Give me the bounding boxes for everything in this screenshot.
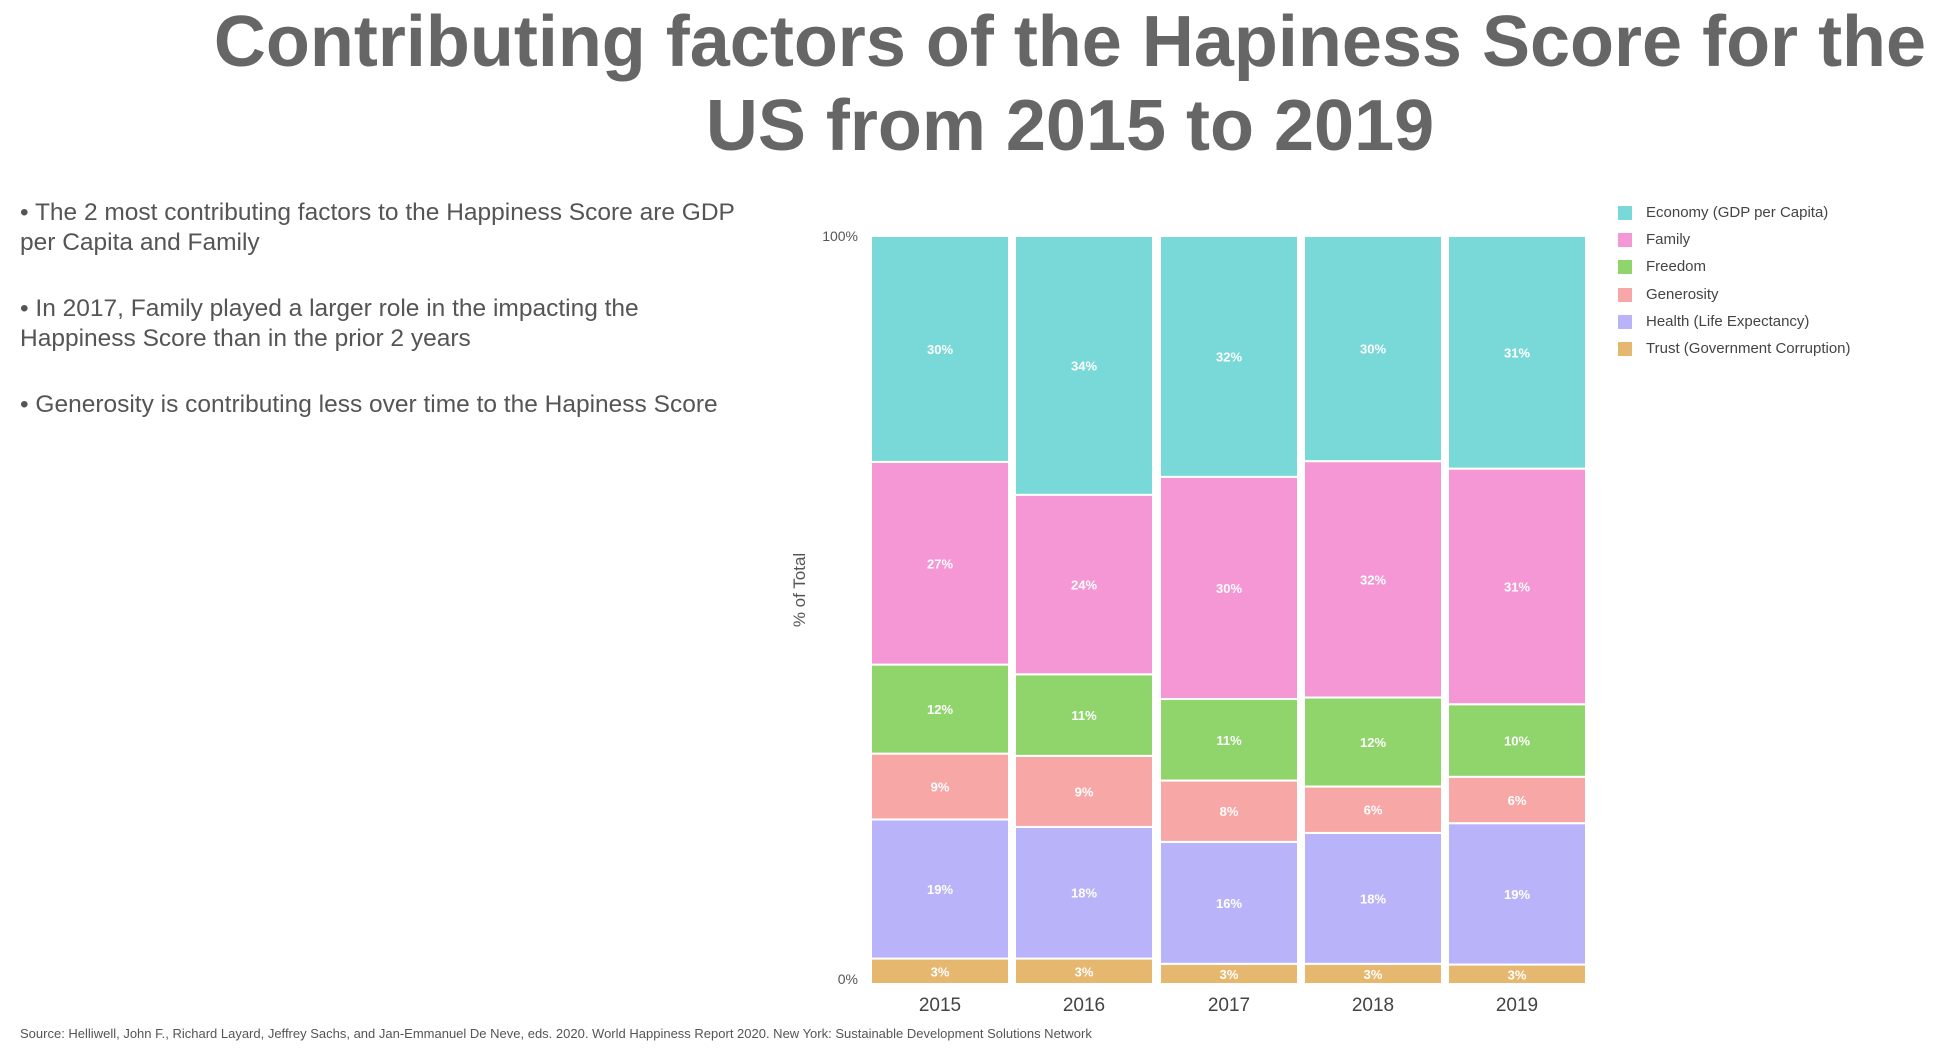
data-label: 18% — [1360, 891, 1386, 906]
legend-swatch — [1618, 287, 1632, 302]
data-label: 12% — [927, 702, 953, 717]
data-label: 32% — [1216, 349, 1242, 364]
data-label: 32% — [1360, 572, 1386, 587]
bar-segment — [1303, 235, 1443, 463]
x-tick-label: 2015 — [919, 995, 961, 1016]
bullet-item: • The 2 most contributing factors to the… — [20, 199, 735, 256]
bar-segment — [870, 235, 1010, 463]
data-label: 24% — [1071, 578, 1097, 593]
data-label: 6% — [1364, 803, 1383, 818]
bar-segment — [1303, 460, 1443, 699]
legend-label: Health (Life Expectancy) — [1646, 312, 1810, 330]
bar-segment — [1014, 754, 1154, 828]
y-axis-label: % of Total — [790, 553, 809, 627]
data-label: 27% — [927, 556, 953, 571]
data-label: 9% — [1075, 784, 1094, 799]
x-tick-label: 2016 — [1063, 995, 1105, 1016]
legend-label: Generosity — [1646, 285, 1719, 303]
data-label: 9% — [931, 780, 950, 795]
data-label: 3% — [1220, 967, 1239, 982]
data-label: 6% — [1508, 793, 1527, 808]
bar-segment — [1014, 235, 1154, 496]
source-citation: Source: Helliwell, John F., Richard Laya… — [20, 1026, 1092, 1041]
bullet-item: • Generosity is contributing less over t… — [20, 391, 718, 418]
bullet-item: • In 2017, Family played a larger role i… — [20, 295, 639, 352]
data-label: 3% — [1508, 967, 1527, 982]
data-label: 3% — [1364, 967, 1383, 982]
y-tick-label: 100% — [822, 228, 858, 244]
data-label: 12% — [1360, 735, 1386, 750]
data-label: 8% — [1220, 804, 1239, 819]
data-label: 19% — [927, 882, 953, 897]
data-label: 30% — [927, 342, 953, 357]
data-label: 16% — [1216, 896, 1242, 911]
data-label: 18% — [1071, 886, 1097, 901]
x-tick-label: 2018 — [1352, 995, 1394, 1016]
data-label: 30% — [1360, 342, 1386, 357]
data-label: 3% — [1075, 964, 1094, 979]
bar-segment — [1159, 698, 1299, 782]
bar-segment — [1014, 673, 1154, 757]
bar-segment — [1159, 475, 1299, 701]
legend-label: Trust (Government Corruption) — [1646, 340, 1851, 357]
legend-swatch — [1618, 342, 1632, 356]
bar-segment — [1014, 825, 1154, 960]
bar-segment — [1159, 840, 1299, 965]
data-label: 3% — [931, 964, 950, 979]
legend-swatch — [1618, 314, 1632, 329]
legend-swatch — [1618, 206, 1632, 220]
legend-label: Economy (GDP per Capita) — [1646, 204, 1829, 221]
data-label: 31% — [1504, 345, 1530, 360]
legend-label: Freedom — [1646, 258, 1707, 276]
bar-segment — [870, 818, 1010, 960]
data-label: 10% — [1504, 734, 1530, 749]
data-label: 34% — [1071, 358, 1097, 373]
data-label: 30% — [1216, 581, 1242, 596]
data-label: 11% — [1071, 708, 1097, 723]
legend-swatch — [1618, 260, 1632, 275]
bar-segment — [1303, 696, 1443, 788]
bar-segment — [1447, 235, 1587, 470]
data-label: 19% — [1504, 887, 1530, 902]
legend-swatch — [1618, 233, 1632, 248]
x-tick-label: 2017 — [1208, 995, 1250, 1016]
legend-label: Family — [1646, 231, 1691, 249]
page-title: Contributing factors of the Hapiness Sco… — [213, 2, 1927, 166]
data-label: 31% — [1504, 579, 1530, 594]
y-tick-label: 0% — [838, 971, 858, 987]
insight-bullets: • The 2 most contributing factors to the… — [20, 198, 740, 456]
bar-segment — [1159, 235, 1299, 478]
bar-segment — [1014, 957, 1154, 985]
x-tick-label: 2019 — [1496, 995, 1538, 1016]
data-label: 11% — [1216, 733, 1242, 748]
bar-segment — [870, 460, 1010, 666]
bar-segment — [1447, 775, 1587, 825]
